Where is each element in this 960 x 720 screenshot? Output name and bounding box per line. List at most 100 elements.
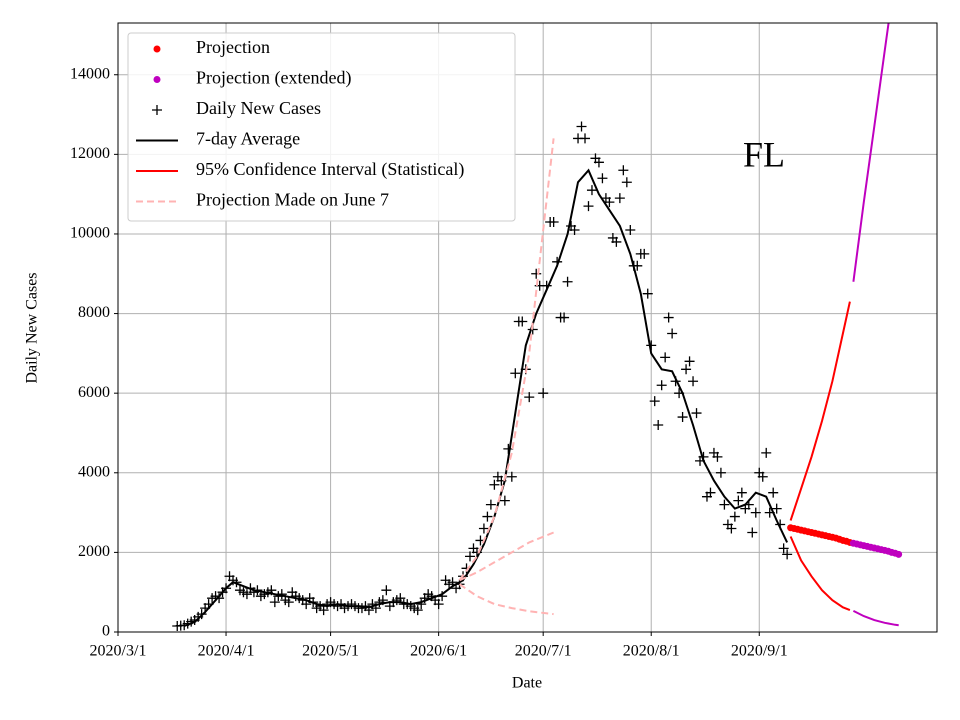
case-marker: [517, 316, 528, 327]
case-marker: [241, 589, 252, 600]
case-marker: [621, 177, 632, 188]
ticks: 0 2000 4000 6000 8000 10000 12000 14000 2020/3/1…: [70, 65, 788, 659]
y-tick-label: 8000: [78, 304, 110, 321]
case-marker: [715, 467, 726, 478]
case-marker: [583, 201, 594, 212]
y-tick-label: 4000: [78, 463, 110, 480]
case-marker: [489, 479, 500, 490]
case-marker: [677, 412, 688, 423]
case-marker: [782, 549, 793, 560]
case-marker: [482, 511, 493, 522]
case-marker: [733, 495, 744, 506]
case-marker: [524, 392, 535, 403]
case-marker: [705, 487, 716, 498]
case-marker: [283, 597, 294, 608]
series-line: [183, 168, 789, 627]
case-marker: [464, 551, 475, 562]
case-marker: [649, 396, 660, 407]
legend-label: 7-day Average: [196, 129, 300, 149]
y-tick-label: 10000: [70, 225, 110, 242]
y-tick-label: 12000: [70, 145, 110, 162]
case-marker: [586, 185, 597, 196]
y-axis-label: Daily New Cases: [24, 272, 41, 383]
case-marker: [660, 352, 671, 363]
case-marker: [656, 380, 667, 391]
x-tick-label: 2020/4/1: [198, 643, 255, 660]
series-line: [458, 138, 555, 581]
legend-label: Projection: [196, 37, 270, 57]
case-marker: [750, 507, 761, 518]
x-tick-label: 2020/5/1: [302, 643, 359, 660]
case-marker: [538, 388, 549, 399]
projection-point: [895, 550, 903, 558]
case-marker: [778, 543, 789, 554]
case-marker: [433, 599, 444, 610]
case-marker: [667, 328, 678, 339]
legend-marker: [153, 45, 161, 53]
case-marker: [691, 408, 702, 419]
x-tick-label: 2020/9/1: [731, 643, 788, 660]
case-marker: [576, 121, 587, 132]
plot-area: [172, 23, 903, 632]
case-marker: [269, 597, 280, 608]
band-line: [789, 301, 851, 521]
case-marker: [726, 523, 737, 534]
case-marker: [653, 420, 664, 431]
case-marker: [611, 236, 622, 247]
x-tick-label: 2020/6/1: [410, 643, 467, 660]
legend-label: Projection (extended): [196, 68, 351, 89]
case-marker: [625, 224, 636, 235]
case-marker: [639, 248, 650, 259]
case-marker: [747, 527, 758, 538]
x-tick-label: 2020/8/1: [623, 643, 680, 660]
band-line: [789, 536, 851, 612]
y-tick-label: 2000: [78, 543, 110, 560]
case-marker: [736, 487, 747, 498]
case-marker: [768, 487, 779, 498]
case-marker: [531, 268, 542, 279]
case-marker: [485, 499, 496, 510]
annotation: FL: [743, 134, 785, 174]
case-marker: [712, 451, 723, 462]
case-marker: [412, 605, 423, 616]
x-tick-label: 2020/7/1: [515, 643, 572, 660]
x-tick-label: 2020/3/1: [90, 643, 147, 660]
axes-frame: [117, 22, 938, 633]
case-marker: [642, 288, 653, 299]
case-marker: [499, 495, 510, 506]
case-marker: [771, 503, 782, 514]
band-line: [459, 531, 554, 582]
case-marker: [559, 312, 570, 323]
legend-box: [127, 32, 516, 222]
case-marker: [688, 376, 699, 387]
case-marker: [729, 511, 740, 522]
case-marker: [562, 276, 573, 287]
y-tick-label: 0: [102, 623, 110, 640]
confidence-line: [852, 610, 899, 627]
legend: Projection Projection (extended) Daily New…: [127, 32, 516, 222]
band-line: [458, 583, 554, 616]
legend-marker: [152, 105, 162, 115]
case-marker: [618, 165, 629, 176]
case-marker: [604, 197, 615, 208]
case-marker: [597, 173, 608, 184]
y-tick-label: 6000: [78, 384, 110, 401]
case-marker: [506, 471, 517, 482]
case-marker: [510, 368, 521, 379]
case-marker: [381, 585, 392, 596]
legend-marker: [153, 76, 161, 83]
case-marker: [681, 364, 692, 375]
x-axis-label: Date: [512, 675, 542, 692]
y-tick-label: 14000: [70, 65, 110, 82]
case-marker: [684, 356, 695, 367]
legend-label: 95% Confidence Interval (Statistical): [196, 159, 464, 180]
legend-label: Projection Made on June 7: [196, 190, 389, 210]
legend-label: Daily New Cases: [196, 98, 321, 118]
case-marker: [757, 471, 768, 482]
case-marker: [614, 193, 625, 204]
case-marker: [719, 499, 730, 510]
case-marker: [580, 133, 591, 144]
case-marker: [569, 224, 580, 235]
case-marker: [416, 599, 427, 610]
